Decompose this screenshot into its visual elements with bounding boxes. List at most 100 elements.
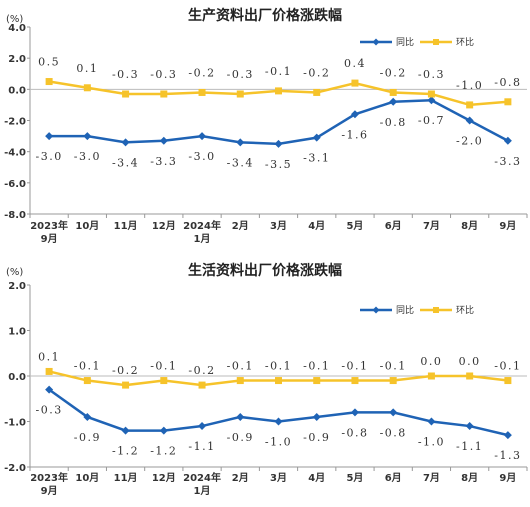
legend-label: 同比 [396,304,414,316]
x-tick-label: 9月 [499,472,516,484]
x-tick-label-line: 9月 [41,233,58,245]
x-tick-label-line: 5月 [346,220,363,232]
data-point-marker [274,417,283,426]
x-tick-label: 5月 [346,220,363,232]
data-point-marker [45,78,53,86]
series-yoy: -0.3 -0.9 -1.2 -1.2 -1.1 -0.9 -1.0 -0.9 -0.8 -0.8… [36,385,520,462]
data-label: -0.2 [188,364,215,377]
x-tick-label-line: 12月 [152,220,176,232]
y-tick-label: -2.0 [4,463,26,474]
data-point-marker [504,377,512,385]
x-tick-label: 5月 [346,472,363,484]
data-point-marker [45,132,54,141]
data-label: -0.1 [74,360,101,373]
data-label: -1.1 [456,440,483,453]
x-tick-label-line: 9月 [499,472,516,484]
data-point-marker [389,408,398,417]
data-point-marker [83,132,92,141]
data-point-marker [160,377,168,385]
data-point-marker [350,408,359,417]
data-label: -1.0 [418,436,445,449]
data-label: -3.4 [112,156,139,169]
x-tick-label-line: 2023年 [30,471,68,484]
data-label: -0.7 [418,114,445,127]
chart-title: 生活资料出厂价格涨跌幅 [188,262,342,279]
x-tick-label: 3月 [270,220,287,232]
y-tick-label: -2.0 [4,117,26,128]
data-label: -0.1 [341,360,368,373]
x-tick-label: 3月 [270,472,287,484]
data-label: -2.0 [456,135,483,148]
x-tick-label-line: 11月 [114,220,138,232]
data-point-marker [83,377,91,385]
x-tick-label: 2月 [232,472,249,484]
data-point-marker [503,136,512,145]
x-tick-label-line: 6月 [385,472,402,484]
data-point-marker [275,87,282,95]
x-tick-label: 10月 [75,472,99,484]
x-tick-label-line: 2月 [232,220,249,232]
data-point-marker [275,377,282,385]
data-label: -0.9 [74,431,101,444]
chart-title: 生产资料出厂价格涨跌幅 [188,7,342,24]
data-point-marker [427,417,436,426]
data-label: -1.6 [341,128,368,141]
data-point-marker [236,377,244,385]
y-tick-label: -4.0 [4,148,26,159]
x-tick-label: 8月 [461,220,478,232]
data-label: -0.3 [418,68,445,81]
x-tick-label-line: 1月 [194,485,211,497]
x-tick-label: 2024年 1月 [183,219,221,245]
x-tick-label: 12月 [152,220,176,232]
y-tick-label: 1.0 [8,327,26,338]
data-point-marker [122,90,130,98]
data-point-marker [159,426,168,435]
data-point-marker [313,377,321,385]
y-tick-label: 0.0 [8,372,26,383]
data-point-marker [312,412,321,421]
data-point-marker [45,385,54,394]
x-tick-label-line: 1月 [194,233,211,245]
data-label: -0.1 [265,360,292,373]
data-label: -0.3 [150,68,177,81]
data-label: 0.1 [38,350,60,363]
data-label: -0.8 [380,116,407,129]
data-label: -1.0 [456,79,483,92]
x-tick-label: 11月 [114,220,138,232]
x-tick-label: 10月 [75,220,99,232]
data-label: -0.1 [303,360,330,373]
x-tick-label-line: 9月 [499,220,516,232]
data-point-marker [389,97,398,106]
data-label: -3.5 [265,158,292,171]
data-point-marker [236,90,244,98]
y-tick-label: -8.0 [4,210,26,221]
data-label: -1.0 [265,436,292,449]
data-point-marker [236,138,245,147]
data-point-marker [45,367,53,375]
data-label: -3.0 [36,150,63,163]
data-point-marker [350,110,359,119]
data-point-marker [466,101,474,109]
chart-1: 生产资料出厂价格涨跌幅 (%)4.0 2.0 0.0 -2.0 -4.0 -6.0 -8.0 2… [4,7,528,245]
legend-label: 环比 [456,304,474,316]
x-tick-label: 8月 [461,472,478,484]
data-point-marker [122,381,130,389]
x-tick-label-line: 7月 [423,220,440,232]
y-tick-label: 4.0 [8,23,26,34]
data-point-marker [274,139,283,148]
series-mom: 0.1 -0.1 -0.2 -0.1 -0.2 -0.1 -0.1 -0.1 -0.1 -0.1 0… [38,350,520,389]
series-line [48,388,509,437]
data-label: -0.3 [112,68,139,81]
y-tick-label: 2.0 [8,54,26,65]
data-label: -3.1 [303,152,330,165]
data-point-marker [121,138,130,147]
x-tick-label-line: 2024年 [183,219,221,232]
legend: 同比 环比 [360,36,474,48]
y-unit-label: (%) [6,14,23,25]
data-label: -1.1 [188,440,215,453]
data-point-marker [198,422,207,431]
x-tick-label-line: 2024年 [183,471,221,484]
data-point-marker [427,372,435,380]
x-tick-label: 9月 [499,220,516,232]
